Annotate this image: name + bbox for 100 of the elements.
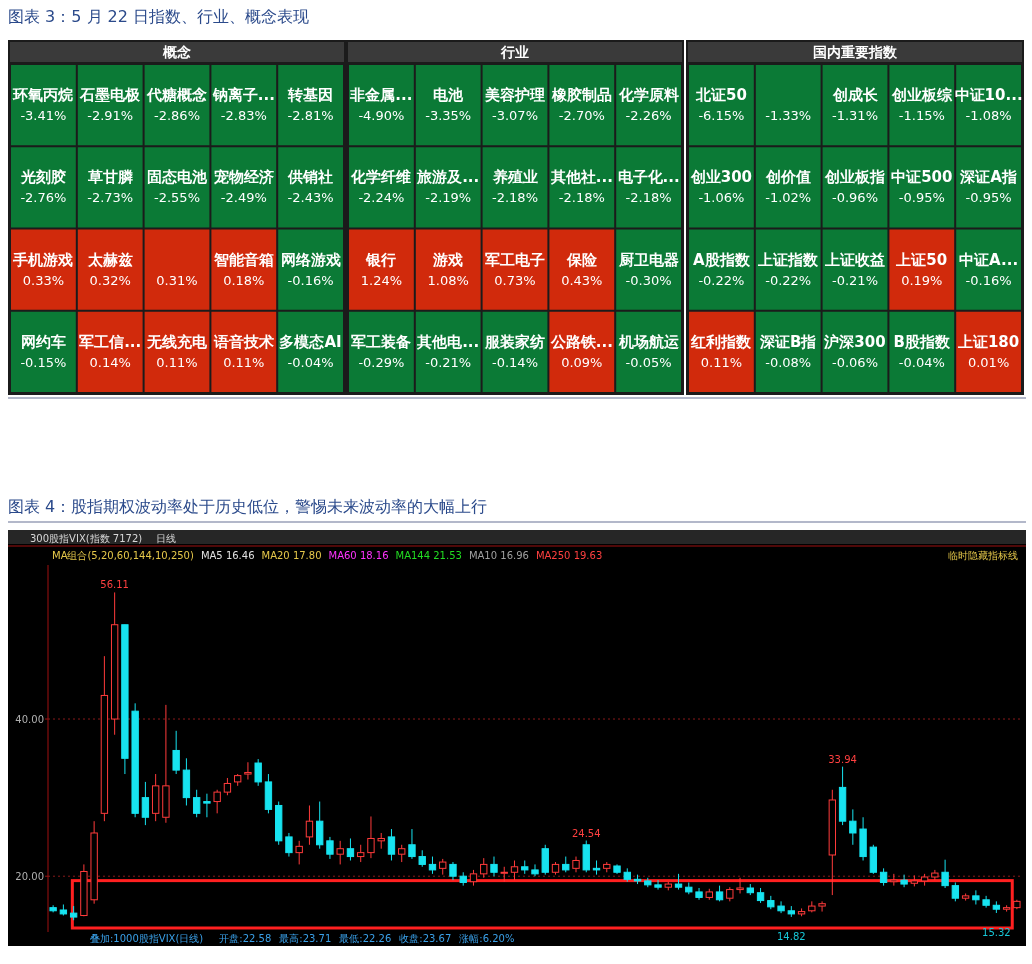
category-label: 光刻胶 — [19, 168, 66, 187]
candlestick — [387, 828, 396, 861]
data-label: -2.81% — [287, 108, 334, 124]
category-label: 石墨电极 — [79, 86, 142, 105]
category-label: 中证500 — [891, 168, 953, 187]
category-label: 化学原料 — [617, 86, 679, 105]
category-label: 服装家纺 — [484, 332, 545, 351]
category-label: 手机游戏 — [12, 250, 74, 269]
category-label: B股指数 — [893, 332, 952, 351]
category-label: 其他社... — [549, 168, 613, 187]
text: MA60 18.16 — [328, 550, 389, 561]
candlestick — [531, 863, 539, 877]
category-label: 美容护理 — [484, 86, 545, 105]
candlestick — [367, 815, 375, 859]
data-label: -0.15% — [20, 354, 67, 370]
category-label: 上证50 — [895, 250, 948, 269]
text: MA组合(5,20,60,144,10,250) — [52, 550, 194, 561]
category-label: 语音技术 — [212, 332, 274, 351]
category-label: 银行 — [365, 250, 397, 269]
data-label: -3.41% — [20, 108, 67, 124]
category-label: 保险 — [565, 250, 598, 269]
category-label: 创价值 — [764, 168, 811, 187]
category-label: 军工电子 — [485, 250, 545, 269]
category-label: 游戏 — [432, 250, 464, 269]
candlestick — [900, 874, 908, 888]
candlestick — [326, 836, 334, 860]
category-label: 创业板综 — [890, 86, 953, 105]
category-label: 固态电池 — [147, 168, 208, 187]
data-label: -0.21% — [425, 354, 472, 370]
category-label: 养殖业 — [491, 168, 538, 187]
data-label: -2.18% — [492, 190, 538, 206]
text: 最低:22.26 — [339, 933, 392, 944]
data-label: 0.32% — [89, 272, 131, 288]
category-label: 环氧丙烷 — [12, 86, 74, 105]
category-label: 创业300 — [689, 168, 753, 187]
data-label: -0.30% — [625, 272, 672, 288]
data-label: -6.15% — [698, 108, 745, 124]
data-label: 0.73% — [494, 272, 536, 288]
category-label: 深证B指 — [758, 332, 817, 351]
data-label: -4.90% — [358, 108, 405, 124]
candlestick — [480, 857, 488, 879]
data-label: -3.07% — [492, 108, 538, 124]
text: 行业 — [500, 44, 529, 60]
candlestick — [295, 840, 303, 865]
annotation: 15.32 — [982, 926, 1011, 938]
category-label: 旅游及... — [416, 168, 480, 187]
category-label: 无线充电 — [146, 332, 208, 351]
data-label: -0.04% — [287, 354, 334, 370]
category-label: 创业板指 — [824, 168, 885, 187]
data-label: -2.76% — [20, 190, 67, 206]
data-label: -0.06% — [832, 354, 878, 370]
category-label: 网络游戏 — [280, 250, 341, 269]
data-label: 0.11% — [700, 354, 743, 370]
category-label: 创成长 — [831, 86, 879, 105]
data-label: 0.33% — [22, 272, 65, 288]
chart-title: 图表 4：股指期权波动率处于历史低位，警惕未来波动率的大幅上行 — [8, 497, 488, 516]
category-label: 北证50 — [694, 86, 747, 105]
candlestick — [449, 861, 457, 881]
data-label: -1.31% — [832, 108, 878, 124]
data-label: -0.22% — [765, 272, 812, 288]
y-tick-label: 40.00 — [15, 714, 44, 726]
candlestick — [941, 859, 949, 889]
candlestick — [541, 844, 549, 876]
text: 日线 — [156, 533, 177, 544]
data-label: 0.14% — [89, 354, 131, 370]
category-label: 深证A指 — [959, 168, 1017, 187]
candlestick — [654, 879, 662, 891]
data-label: -1.33% — [765, 108, 812, 124]
category-label: 供销社 — [287, 168, 334, 187]
text: 国内重要指数 — [813, 44, 898, 60]
data-label: -2.18% — [625, 190, 672, 206]
candlestick — [408, 828, 416, 860]
candlestick — [192, 789, 201, 818]
data-label: -0.95% — [898, 190, 945, 206]
text: MA250 19.63 — [535, 550, 603, 561]
candlestick — [849, 808, 857, 846]
data-label: -0.96% — [832, 190, 878, 206]
candlestick — [305, 804, 314, 846]
category-label: 太赫兹 — [86, 250, 133, 269]
category-label: 智能音箱 — [212, 250, 274, 269]
text: 收盘:23.67 — [399, 933, 452, 944]
text: MA144 21.53 — [395, 550, 462, 561]
data-label: -2.55% — [154, 190, 200, 206]
text: 开盘:22.58 — [219, 933, 272, 944]
candlestick — [336, 840, 344, 865]
data-label: -2.26% — [625, 108, 672, 124]
text: 叠加:1000股指VIX(日线) — [90, 933, 204, 944]
data-label: -0.14% — [492, 354, 538, 370]
category-label: 军工装备 — [351, 332, 412, 351]
category-label: 上证180 — [956, 332, 1020, 351]
data-label: 0.01% — [967, 354, 1010, 370]
data-label: -2.19% — [425, 190, 472, 206]
candlestick — [490, 856, 498, 877]
data-label: 0.43% — [561, 272, 603, 288]
category-label: 军工信... — [79, 332, 142, 351]
category-label: 电池 — [433, 86, 465, 105]
candlestick — [254, 758, 262, 787]
data-label: -2.43% — [287, 190, 334, 206]
y-tick-label: 20.00 — [15, 871, 44, 883]
data-label: -2.24% — [358, 190, 405, 206]
